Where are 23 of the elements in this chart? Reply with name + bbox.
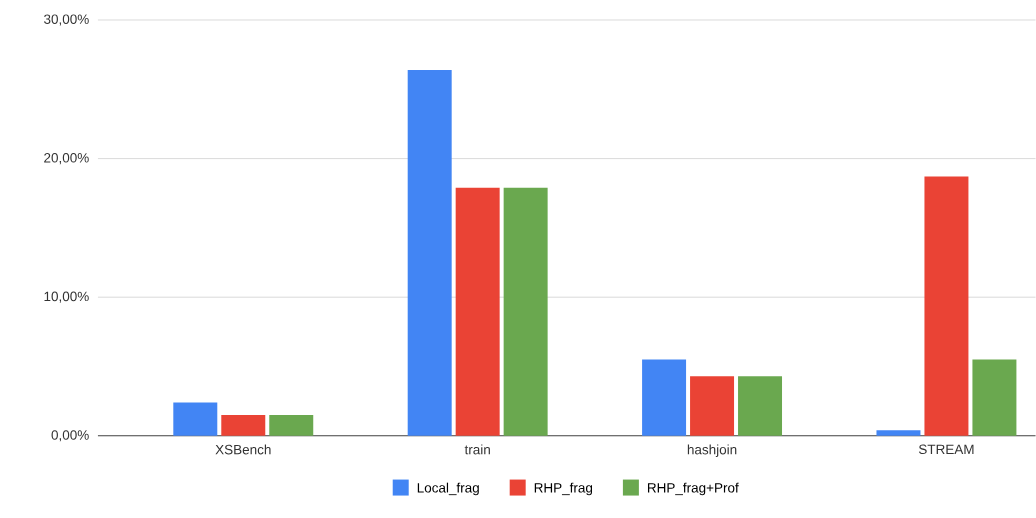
y-tick-label: 10,00%	[44, 291, 89, 303]
legend-label: Local_frag	[417, 482, 479, 496]
bar	[642, 359, 687, 436]
y-tick-label: 30,00%	[44, 14, 89, 26]
legend-label: RHP_frag	[534, 482, 593, 496]
x-tick-label: STREAM	[918, 444, 974, 455]
bar	[503, 187, 548, 436]
y-tick-label: 20,00%	[44, 153, 89, 165]
x-tick-label: hashjoin	[687, 444, 737, 458]
bar	[269, 415, 314, 436]
bar	[924, 176, 969, 436]
bar	[738, 376, 783, 436]
x-tick-label: train	[464, 444, 490, 455]
bar	[173, 402, 218, 436]
bar	[407, 70, 452, 436]
bar	[876, 430, 921, 436]
legend-label: RHP_frag+Prof	[647, 482, 739, 496]
bar	[455, 187, 500, 436]
bar	[690, 376, 735, 436]
bar	[972, 359, 1017, 436]
x-tick-label: XSBench	[215, 444, 271, 455]
y-tick-label: 0,00%	[51, 430, 89, 442]
bar	[221, 415, 266, 436]
